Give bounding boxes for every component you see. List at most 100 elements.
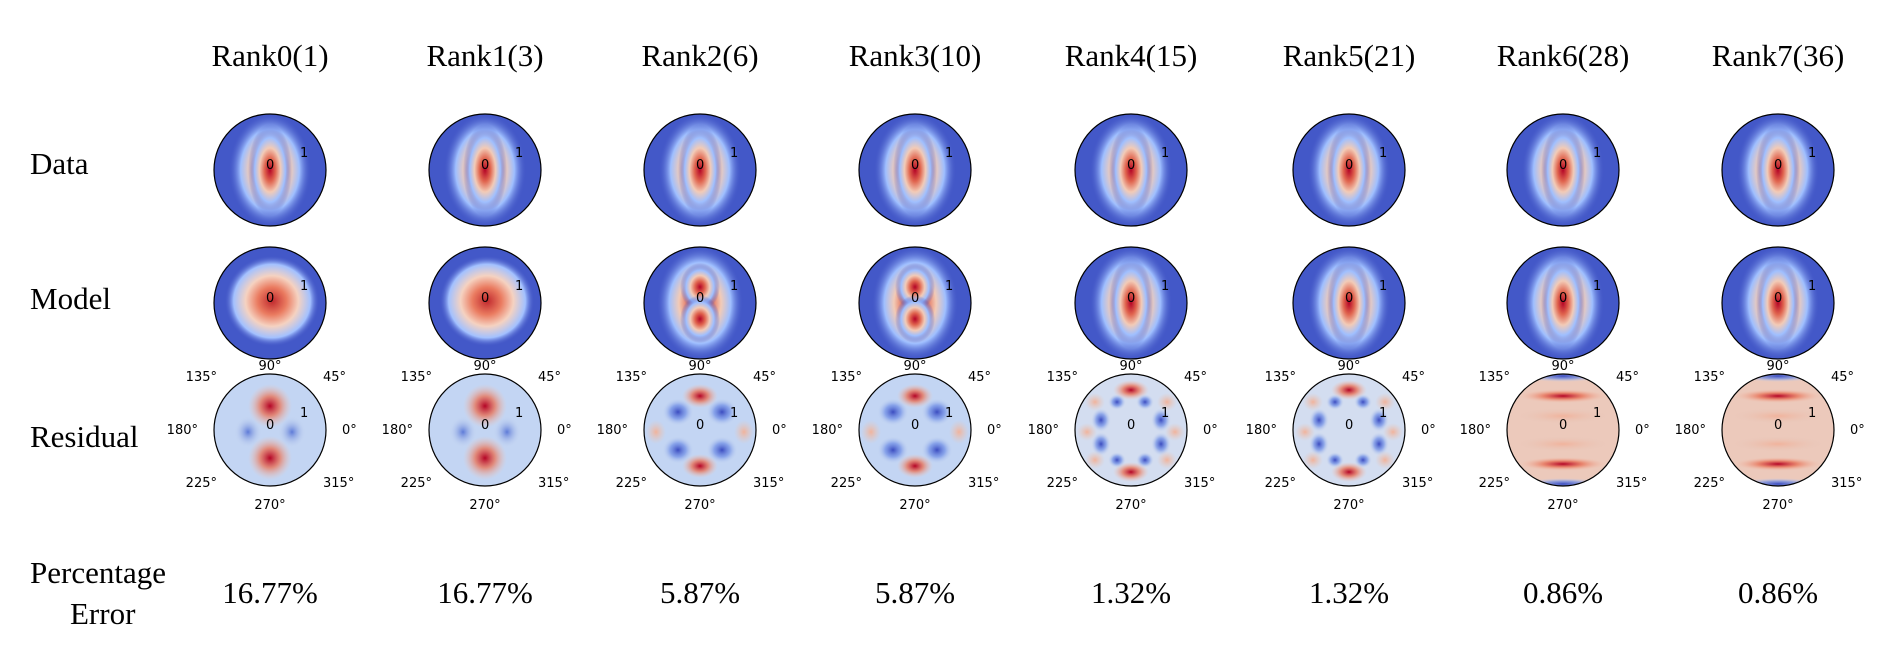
- column-rank-3: Rank3(10) 0 1 0 1 0 1 0° 45° 90° 135° 180° 225° 270° 3…: [812, 38, 1002, 610]
- percentage-error-value: 5.87%: [660, 575, 740, 610]
- model-field: [1507, 247, 1619, 359]
- polar-angle-label: 45°: [538, 370, 561, 385]
- residual-blue-2: [662, 436, 694, 464]
- column-title: Rank3(10): [849, 38, 982, 73]
- residual-red-top: [1331, 380, 1367, 400]
- polar-angle-label: 225°: [1694, 476, 1725, 491]
- row-label-error-line2: Error: [70, 596, 136, 631]
- polar-angle-label: 315°: [753, 476, 784, 491]
- polar-center-label: 0: [696, 418, 704, 433]
- polar-ring-label: 1: [730, 279, 738, 294]
- polar-center-label: 0: [266, 291, 274, 306]
- residual-blue-mid-2: [1091, 432, 1111, 456]
- polar-angle-label: 225°: [831, 476, 862, 491]
- percentage-error-value: 5.87%: [875, 575, 955, 610]
- row-label-data: Data: [30, 146, 89, 181]
- residual-blue-2: [877, 436, 909, 464]
- residual-pink-right: [949, 420, 969, 444]
- polar-angle-label: 135°: [1265, 370, 1296, 385]
- row-label-error-line1: Percentage: [30, 555, 166, 590]
- residual-red-bottom: [897, 454, 933, 478]
- residual-pink-5: [1383, 423, 1403, 441]
- residual-field: [859, 374, 971, 486]
- polar-angle-label: 180°: [1675, 423, 1706, 438]
- polar-angle-label: 180°: [382, 423, 413, 438]
- percentage-error-value: 1.32%: [1309, 575, 1389, 610]
- data-core: [678, 124, 722, 216]
- residual-blue-3: [921, 436, 953, 464]
- data-disk-border: [643, 113, 757, 227]
- column-title: Rank5(21): [1283, 38, 1416, 73]
- residual-pink-4: [1295, 423, 1315, 441]
- data-core: [1541, 124, 1585, 216]
- polar-angle-label: 180°: [1460, 423, 1491, 438]
- column-title: Rank0(1): [211, 38, 328, 73]
- residual-field: [1507, 374, 1619, 486]
- data-disk-border: [858, 113, 972, 227]
- residual-field: [1722, 374, 1834, 486]
- row-label-residual: Residual: [30, 419, 139, 454]
- model-lobe-bottom: [895, 295, 935, 343]
- residual-pink-band-0: [1515, 408, 1611, 424]
- residual-blue-top: [1523, 374, 1603, 382]
- polar-angle-label: 135°: [186, 370, 217, 385]
- polar-angle-label: 0°: [1850, 423, 1865, 438]
- data-field: [1507, 114, 1619, 226]
- polar-angle-label: 270°: [684, 498, 715, 513]
- polar-angle-label: 225°: [401, 476, 432, 491]
- polar-angle-label: 315°: [538, 476, 569, 491]
- column-title: Rank1(3): [426, 38, 543, 73]
- polar-angle-label: 270°: [899, 498, 930, 513]
- residual-pink-1: [1157, 393, 1177, 411]
- column-rank-7: Rank7(36) 0 1 0 1 0 1 0° 45° 90° 135° 180° 225° 270° 3…: [1675, 38, 1865, 610]
- residual-blue-3: [706, 436, 738, 464]
- polar-angle-label: 45°: [1402, 370, 1425, 385]
- polar-center-label: 0: [1345, 158, 1353, 173]
- data-core: [1756, 124, 1800, 216]
- residual-pink-3: [1375, 451, 1395, 469]
- residual-pink-1: [1375, 393, 1395, 411]
- model-disk-border: [428, 246, 542, 360]
- residual-red-bottom: [682, 454, 718, 478]
- polar-angle-label: 270°: [1762, 498, 1793, 513]
- polar-angle-label: 180°: [1246, 423, 1277, 438]
- polar-center-label: 0: [1345, 291, 1353, 306]
- polar-center-label: 0: [1127, 418, 1135, 433]
- polar-angle-label: 270°: [254, 498, 285, 513]
- polar-ring-label: 1: [300, 406, 308, 421]
- polar-center-label: 0: [1559, 291, 1567, 306]
- residual-red-bottom: [248, 436, 292, 480]
- residual-pink-2: [1085, 451, 1105, 469]
- polar-angle-label: 315°: [323, 476, 354, 491]
- polar-ring-label: 1: [1808, 406, 1816, 421]
- model-disk-border: [858, 246, 972, 360]
- model-lobe-bottom: [680, 295, 720, 343]
- polar-angle-label: 90°: [1766, 359, 1789, 374]
- residual-pink-band-1: [1515, 436, 1611, 452]
- model-field: [1075, 247, 1187, 359]
- polar-ring-label: 1: [300, 146, 308, 161]
- residual-blue-small-1: [1354, 394, 1372, 410]
- data-field: [214, 114, 326, 226]
- polar-angle-label: 225°: [1479, 476, 1510, 491]
- model-core: [1541, 257, 1585, 349]
- polar-center-label: 0: [911, 291, 919, 306]
- polar-angle-label: 135°: [1479, 370, 1510, 385]
- polar-angle-label: 225°: [1265, 476, 1296, 491]
- polar-angle-label: 90°: [258, 359, 281, 374]
- residual-blue-small-3: [1136, 452, 1154, 468]
- polar-center-label: 0: [266, 418, 274, 433]
- residual-blue-small-2: [1326, 452, 1344, 468]
- polar-angle-label: 45°: [323, 370, 346, 385]
- model-disk-border: [213, 246, 327, 360]
- polar-center-label: 0: [696, 291, 704, 306]
- column-rank-2: Rank2(6) 0 1 0 1 0 1 0° 45° 90° 135° 180° 225° 270° 31…: [597, 38, 787, 610]
- polar-center-label: 0: [1345, 418, 1353, 433]
- residual-field: [644, 374, 756, 486]
- data-field: [1722, 114, 1834, 226]
- polar-ring-label: 1: [515, 406, 523, 421]
- polar-ring-label: 1: [1593, 406, 1601, 421]
- polar-ring-label: 1: [1379, 279, 1387, 294]
- polar-center-label: 0: [1774, 158, 1782, 173]
- residual-blue-mid-1: [1151, 408, 1171, 432]
